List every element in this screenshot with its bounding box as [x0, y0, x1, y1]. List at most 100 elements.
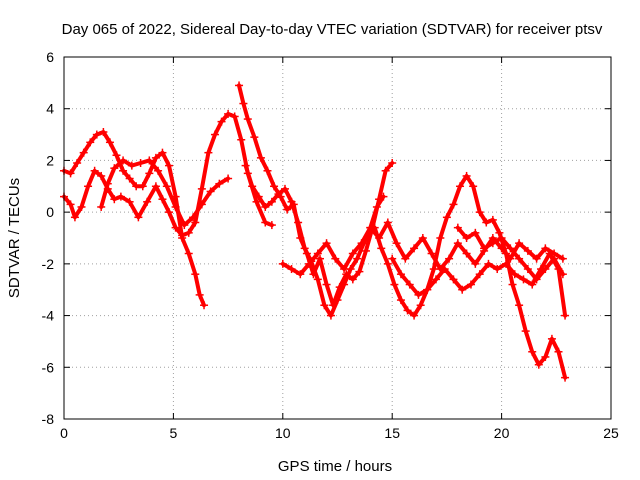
data-point-marker	[256, 153, 265, 162]
data-point-marker	[348, 275, 357, 284]
data-point-marker	[488, 215, 497, 224]
data-point-marker	[340, 265, 349, 274]
data-point-marker	[431, 275, 440, 284]
data-point-marker	[274, 190, 283, 199]
data-point-marker	[418, 234, 427, 242]
data-point-marker	[145, 169, 154, 178]
x-tick-label: 15	[384, 425, 400, 441]
data-point-marker	[558, 270, 567, 279]
data-point-marker	[480, 244, 489, 253]
data-point-marker	[90, 166, 99, 175]
data-point-marker	[355, 267, 364, 276]
data-point-marker	[501, 249, 510, 258]
x-axis-label: GPS time / hours	[278, 458, 392, 475]
data-point-marker	[361, 246, 370, 255]
data-point-marker	[541, 352, 550, 361]
data-point-marker	[515, 301, 524, 310]
data-point-marker	[534, 360, 543, 369]
data-point-marker	[110, 195, 119, 204]
data-point-marker	[197, 184, 206, 193]
axis-ticks: 0 5 10 15 20 25 -8 -6 -4 -2 0 2 4 6	[42, 49, 619, 441]
data-point-marker	[241, 161, 250, 170]
data-point-marker	[427, 249, 436, 258]
data-point-marker	[278, 259, 287, 268]
data-point-marker	[495, 228, 504, 237]
data-point-marker	[197, 200, 206, 209]
data-point-marker	[215, 179, 224, 188]
data-point-marker	[501, 259, 510, 268]
y-tick-label: -6	[42, 359, 55, 375]
data-point-marker	[372, 202, 381, 211]
data-point-marker	[519, 275, 528, 284]
data-point-marker	[475, 208, 484, 217]
data-point-marker	[84, 182, 93, 191]
data-point-marker	[357, 239, 366, 248]
data-point-marker	[261, 218, 270, 227]
data-point-marker	[348, 249, 357, 258]
data-point-marker	[466, 280, 475, 289]
data-point-marker	[119, 166, 128, 175]
data-point-marker	[515, 254, 524, 263]
data-point-marker	[541, 244, 550, 253]
data-point-marker	[488, 239, 497, 248]
chart-title: Day 065 of 2022, Sidereal Day-to-day VTE…	[62, 21, 603, 38]
data-point-marker	[200, 301, 209, 310]
data-point-marker	[287, 265, 296, 274]
data-point-marker	[119, 156, 128, 165]
data-point-marker	[484, 259, 493, 268]
data-point-marker	[125, 174, 134, 183]
data-point-marker	[237, 135, 246, 144]
data-point-marker	[462, 171, 471, 180]
data-point-marker	[541, 265, 550, 274]
data-point-marker	[322, 239, 331, 248]
data-point-marker	[528, 347, 537, 356]
data-point-marker	[506, 244, 515, 253]
data-point-marker	[545, 249, 554, 258]
data-point-marker	[561, 311, 570, 320]
data-point-marker	[145, 156, 154, 165]
data-point-marker	[224, 174, 233, 183]
data-point-marker	[239, 99, 248, 108]
data-point-marker	[92, 130, 101, 139]
data-point-marker	[191, 218, 200, 227]
data-point-marker	[445, 254, 454, 263]
data-point-marker	[195, 290, 204, 299]
data-point-marker	[429, 265, 438, 274]
data-point-marker	[469, 182, 478, 191]
data-point-marker	[125, 197, 134, 206]
data-point-marker	[112, 151, 121, 160]
data-point-marker	[206, 187, 215, 196]
data-point-marker	[313, 275, 322, 284]
data-point-marker	[403, 306, 412, 315]
data-point-marker	[497, 234, 506, 242]
data-point-marker	[66, 200, 75, 209]
data-point-marker	[331, 254, 340, 263]
data-point-marker	[475, 270, 484, 279]
data-point-marker	[158, 148, 167, 157]
data-series-line	[280, 220, 565, 277]
data-point-marker	[189, 213, 198, 222]
plot-frame	[63, 56, 612, 420]
data-point-marker	[252, 197, 261, 206]
data-point-marker	[423, 285, 432, 294]
data-point-marker	[283, 205, 292, 214]
data-point-marker	[287, 197, 296, 206]
data-point-marker	[396, 296, 405, 305]
data-point-marker	[440, 265, 449, 274]
data-point-marker	[388, 254, 397, 263]
data-point-marker	[436, 234, 445, 242]
y-tick-label: -8	[42, 411, 55, 427]
data-point-marker	[333, 296, 342, 305]
data-point-marker	[143, 197, 152, 206]
data-point-marker	[410, 244, 419, 253]
data-point-marker	[110, 164, 119, 173]
data-point-marker	[263, 166, 272, 175]
data-point-marker	[383, 259, 392, 268]
data-point-marker	[243, 115, 252, 124]
data-point-marker	[471, 259, 480, 268]
y-tick-label: 0	[46, 204, 54, 220]
data-point-marker	[134, 213, 143, 222]
data-point-marker	[138, 182, 147, 191]
data-point-marker	[322, 280, 331, 289]
